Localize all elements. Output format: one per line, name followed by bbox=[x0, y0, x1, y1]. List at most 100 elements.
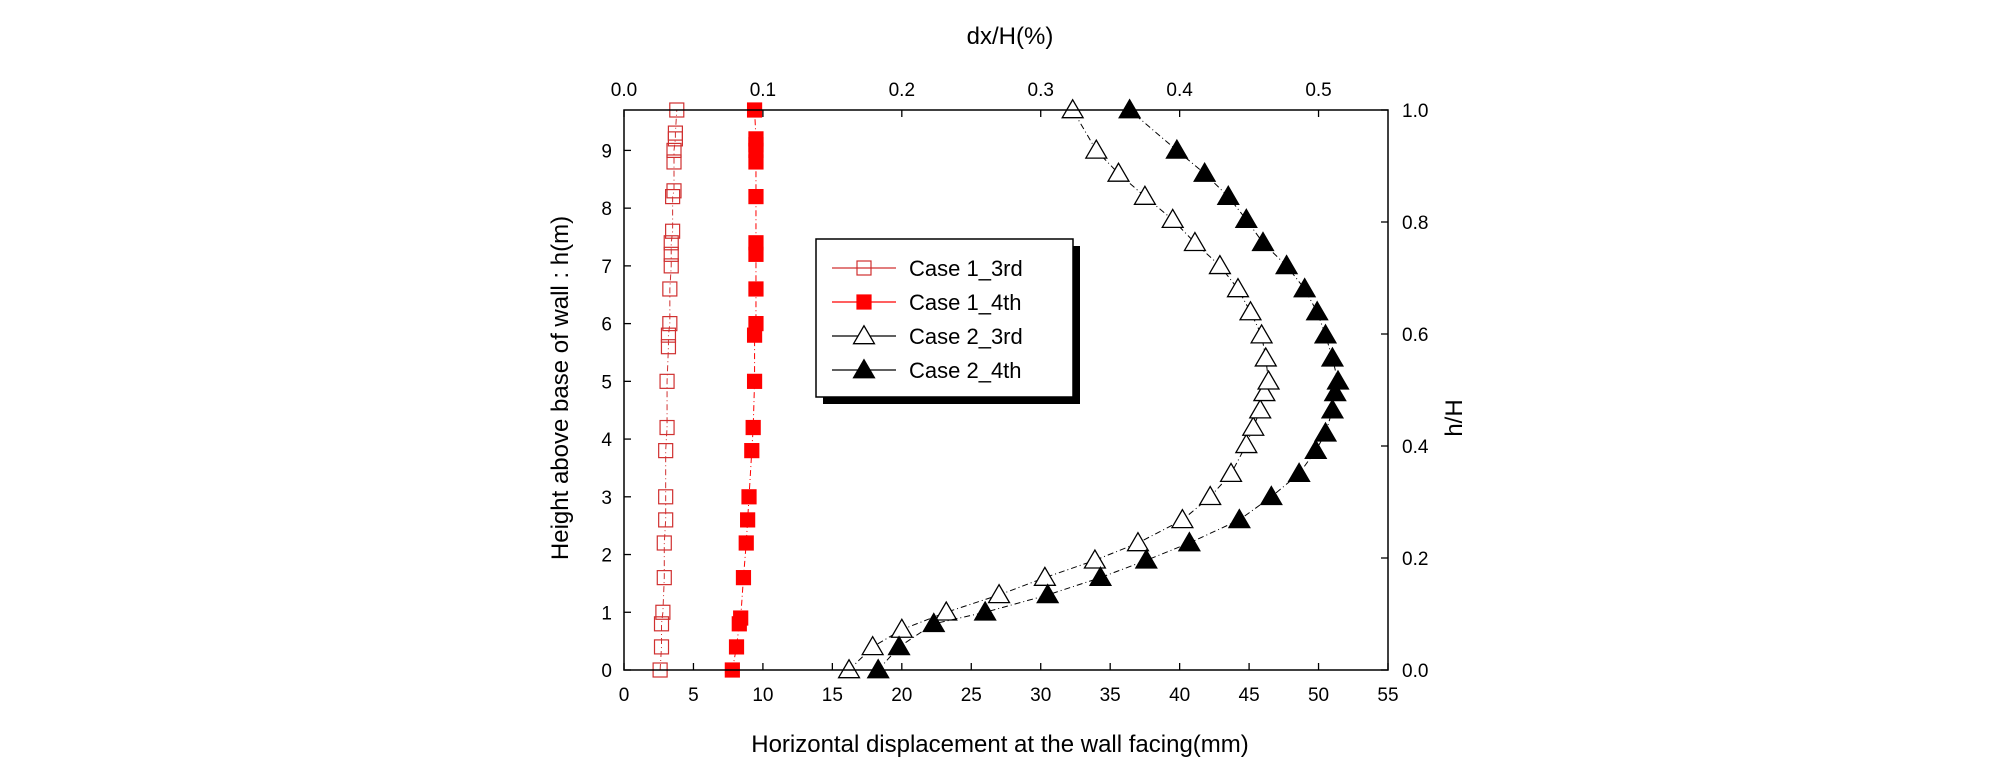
data-point bbox=[890, 618, 914, 638]
data-point bbox=[653, 616, 670, 632]
bottom-tick-label: 25 bbox=[961, 685, 982, 706]
data-point bbox=[1254, 346, 1278, 367]
data-point bbox=[1033, 566, 1057, 586]
bottom-tick-label: 5 bbox=[688, 685, 699, 706]
right-tick-label: 1.0 bbox=[1402, 101, 1428, 122]
bottom-tick-label: 55 bbox=[1377, 685, 1398, 706]
data-point bbox=[1118, 98, 1142, 119]
bottom-tick-label: 0 bbox=[619, 685, 630, 706]
series-line bbox=[659, 109, 678, 671]
data-point bbox=[660, 327, 677, 343]
data-point bbox=[656, 535, 672, 551]
legend-entry: Case 2_4th bbox=[832, 358, 1022, 383]
data-point bbox=[666, 142, 682, 159]
legend-entry: Case 1_3rd bbox=[832, 256, 1023, 281]
left-tick-label: 1 bbox=[601, 603, 612, 624]
data-point bbox=[667, 125, 683, 141]
data-point bbox=[1219, 462, 1243, 483]
left-tick-label: 6 bbox=[601, 315, 612, 336]
left-tick-label: 2 bbox=[601, 546, 612, 567]
right-y-axis-title: h/H bbox=[1441, 399, 1468, 436]
legend-marker bbox=[852, 358, 876, 379]
series-2 bbox=[837, 98, 1281, 679]
data-point bbox=[1304, 439, 1328, 459]
data-point bbox=[1320, 398, 1345, 419]
legend-marker bbox=[852, 324, 876, 345]
legend: Case 1_3rd Case 1_4th Case 2_3rd Case 2_4th bbox=[815, 238, 1080, 404]
right-tick-label: 0.8 bbox=[1402, 213, 1428, 234]
legend-label: Case 2_4th bbox=[909, 358, 1022, 383]
data-point bbox=[1198, 485, 1222, 506]
data-point bbox=[1227, 508, 1251, 529]
left-tick-label: 5 bbox=[601, 372, 612, 393]
left-tick-label: 3 bbox=[601, 488, 612, 509]
bottom-tick-label: 35 bbox=[1100, 685, 1121, 706]
data-point bbox=[1061, 98, 1085, 119]
left-tick-label: 9 bbox=[601, 141, 612, 162]
data-point bbox=[887, 635, 911, 656]
data-point bbox=[663, 246, 679, 262]
data-point bbox=[659, 419, 675, 436]
bottom-tick-label: 50 bbox=[1308, 685, 1329, 706]
data-point bbox=[659, 373, 675, 389]
left-tick-label: 0 bbox=[601, 661, 612, 682]
data-point bbox=[1183, 231, 1207, 252]
data-point bbox=[1208, 254, 1232, 275]
data-point bbox=[1256, 369, 1281, 390]
legend-label: Case 2_3rd bbox=[909, 324, 1023, 349]
data-point bbox=[1193, 161, 1217, 182]
top-tick-label: 0.3 bbox=[1028, 80, 1054, 101]
data-point bbox=[1161, 208, 1185, 229]
data-point bbox=[656, 570, 672, 586]
top-tick-label: 0.1 bbox=[750, 80, 776, 101]
data-point bbox=[1238, 300, 1263, 321]
data-point bbox=[1036, 583, 1060, 604]
data-point bbox=[837, 658, 861, 679]
left-tick-label: 7 bbox=[601, 257, 612, 278]
data-point bbox=[660, 339, 677, 355]
data-point bbox=[1248, 398, 1272, 419]
data-point bbox=[973, 600, 997, 621]
y-axis-title: Height above base of wall : h(m) bbox=[547, 216, 574, 560]
right-tick-label: 0.0 bbox=[1402, 661, 1428, 682]
data-point bbox=[663, 258, 679, 274]
data-point bbox=[1234, 433, 1258, 454]
data-point bbox=[733, 610, 749, 626]
data-point bbox=[1305, 300, 1329, 321]
series-3 bbox=[866, 98, 1350, 679]
data-point bbox=[658, 512, 674, 528]
data-point bbox=[1177, 531, 1201, 552]
data-point bbox=[665, 188, 681, 205]
data-point bbox=[658, 443, 674, 459]
series-line bbox=[731, 109, 757, 671]
top-x-axis-title: dx/H(%) bbox=[967, 23, 1054, 50]
data-point bbox=[662, 316, 678, 332]
x-axis-title: Horizontal displacement at the wall faci… bbox=[751, 731, 1249, 758]
bottom-tick-label: 20 bbox=[891, 685, 912, 706]
data-point bbox=[665, 223, 681, 239]
data-point bbox=[1259, 485, 1283, 506]
data-point bbox=[746, 373, 763, 389]
bottom-tick-label: 10 bbox=[752, 685, 773, 706]
data-point bbox=[658, 489, 674, 505]
data-point bbox=[1106, 161, 1131, 182]
data-point bbox=[1313, 323, 1338, 344]
legend-marker bbox=[856, 294, 872, 310]
series-group bbox=[652, 98, 1350, 679]
right-tick-label: 0.4 bbox=[1402, 437, 1429, 458]
data-point bbox=[987, 583, 1011, 604]
legend-label: Case 1_3rd bbox=[909, 256, 1023, 281]
data-point bbox=[1323, 381, 1347, 402]
data-point bbox=[1234, 208, 1258, 229]
data-point bbox=[1083, 548, 1107, 569]
data-point bbox=[1170, 508, 1194, 529]
data-point bbox=[1088, 566, 1113, 586]
data-point bbox=[934, 600, 958, 621]
top-tick-label: 0.0 bbox=[611, 80, 637, 101]
right-tick-label: 0.6 bbox=[1402, 325, 1428, 346]
data-point bbox=[1293, 277, 1317, 298]
data-point bbox=[922, 612, 946, 633]
data-point bbox=[1320, 346, 1345, 367]
series-1 bbox=[724, 102, 764, 678]
data-point bbox=[741, 489, 757, 505]
